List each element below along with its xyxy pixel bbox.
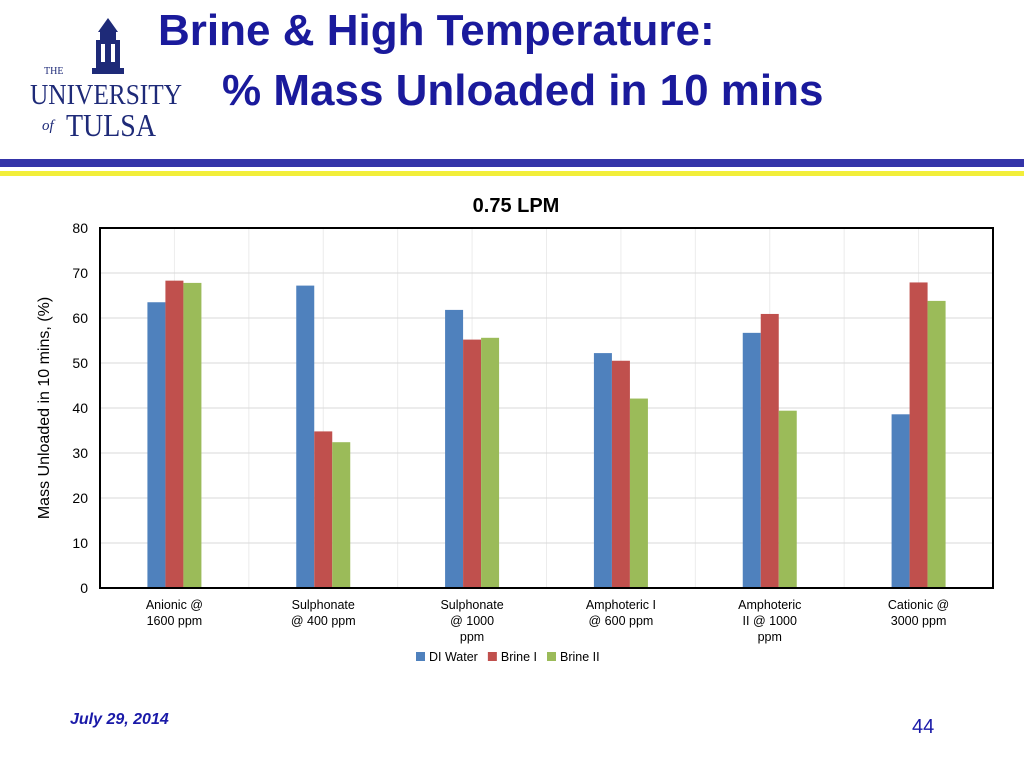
x-tick-label: ppm	[758, 630, 782, 644]
bar-di-water-0	[147, 302, 166, 588]
x-tick-label: Anionic @	[146, 598, 203, 612]
x-tick-label: @ 400 ppm	[291, 614, 356, 628]
bar-brine-ii-1	[332, 442, 351, 588]
bar-brine-ii-0	[183, 282, 202, 588]
x-tick-label: ppm	[460, 630, 484, 644]
slide-title-line-2: % Mass Unloaded in 10 mins	[222, 66, 824, 115]
legend-label: Brine I	[501, 650, 537, 664]
y-tick-label: 40	[72, 400, 88, 416]
x-tick-label: 1600 ppm	[147, 614, 203, 628]
page-number: 44	[912, 716, 935, 738]
logo-university: UNIVERSITY	[30, 79, 182, 111]
plot-area-border	[99, 227, 994, 589]
legend-swatch-brine-i	[487, 652, 497, 661]
bar-di-water-4	[742, 332, 761, 588]
x-tick-label: @ 1000	[450, 614, 494, 628]
y-tick-label: 50	[72, 355, 88, 371]
bar-brine-i-2	[463, 339, 482, 588]
legend-label: Brine II	[560, 650, 600, 664]
x-tick-label: Amphoteric	[738, 598, 801, 612]
legend-swatch-brine-ii	[547, 652, 556, 661]
x-tick-label: Cationic @	[888, 598, 949, 612]
y-tick-label: 20	[72, 490, 88, 506]
bar-brine-i-1	[314, 431, 333, 588]
x-tick-label: @ 600 ppm	[589, 614, 654, 628]
slide-title-line-1: Brine & High Temperature:	[158, 6, 715, 55]
bar-brine-ii-4	[778, 410, 797, 588]
bar-di-water-3	[593, 353, 612, 588]
y-tick-label: 60	[72, 310, 88, 326]
legend-label: DI Water	[429, 650, 478, 664]
bar-brine-i-3	[611, 360, 630, 588]
y-axis-label: Mass Unloaded in 10 mins, (%)	[36, 297, 53, 519]
y-tick-label: 0	[80, 580, 88, 596]
bar-brine-i-4	[760, 313, 779, 588]
tower-icon	[92, 18, 124, 74]
x-tick-label: Amphoteric I	[586, 598, 656, 612]
bar-brine-ii-3	[629, 398, 648, 588]
legend-swatch-di-water	[416, 652, 425, 661]
logo-the: THE	[44, 66, 63, 77]
logo-tulsa: TULSA	[66, 107, 156, 143]
university-of-tulsa-logo: THE UNIVERSITY of TULSA	[30, 18, 182, 143]
chart-title: 0.75 LPM	[473, 195, 560, 217]
bar-brine-i-5	[909, 282, 928, 588]
x-tick-label: Sulphonate	[292, 598, 355, 612]
header-band-blue	[0, 159, 1024, 167]
y-tick-label: 30	[72, 445, 88, 461]
bar-di-water-5	[891, 414, 910, 588]
x-tick-label: II @ 1000	[743, 614, 797, 628]
bar-brine-i-0	[165, 280, 184, 588]
bar-chart: 0.75 LPM 0 10 20 30 40 50 60 70 80 Mass Unloaded i…	[36, 195, 994, 664]
bar-brine-ii-5	[927, 300, 946, 588]
bar-di-water-2	[445, 309, 464, 588]
y-tick-label: 80	[72, 220, 88, 236]
header-band-yellow	[0, 171, 1024, 176]
bar-brine-ii-2	[481, 337, 500, 588]
y-tick-label: 70	[72, 265, 88, 281]
x-tick-label: Sulphonate	[440, 598, 503, 612]
y-tick-label: 10	[72, 535, 88, 551]
logo-of: of	[42, 118, 56, 134]
bar-di-water-1	[296, 285, 315, 588]
x-tick-label: 3000 ppm	[891, 614, 947, 628]
footer-date: July 29, 2014	[70, 711, 169, 728]
